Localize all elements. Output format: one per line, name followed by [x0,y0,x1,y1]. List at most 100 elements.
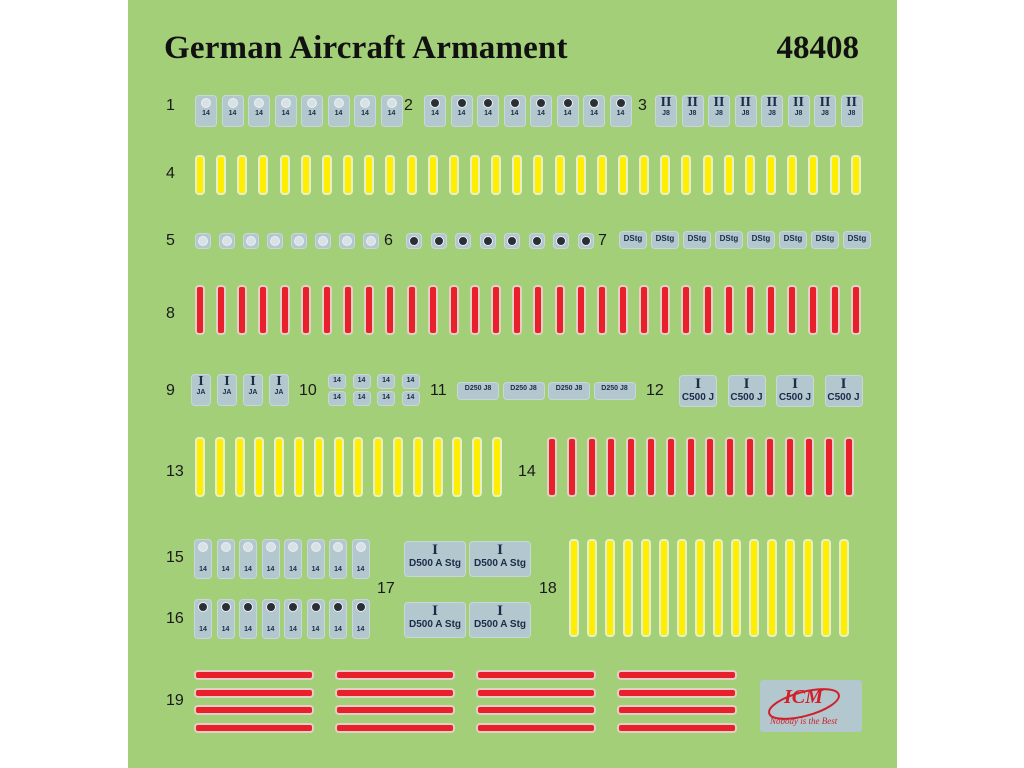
yellow-stripe-decal [661,541,667,635]
gun-marking-decal: 14 [352,600,369,638]
item-number-15: 15 [166,549,184,566]
decal-code: DStg [847,234,867,243]
bomb-marking-decal: I JA [244,375,262,405]
red-horizontal-stripe-decal [196,724,312,731]
dstg-decal: DStg [684,232,710,248]
red-stripe-decal [260,287,267,333]
decal-code: J8 [768,110,776,117]
dstg-decal: DStg [652,232,678,248]
bomb-marking-decal: I D500 A Stg [405,603,465,637]
decal-code: 14 [311,626,320,633]
decal-code: 14 [266,626,275,633]
decal-code: D500 A Stg [473,619,527,630]
decal-code: 14 [289,566,297,573]
roundel-decal [578,234,593,248]
yellow-stripe-decal [577,157,584,193]
roundel-decal [220,234,234,248]
roundel-decal [554,234,568,248]
red-stripe-decal [387,287,394,333]
roundel-decal [505,234,519,248]
yellow-stripe-decal [831,157,838,193]
red-stripe-decal [641,287,648,333]
roundel-icon [556,236,566,246]
yellow-stripe-decal [789,157,796,193]
roundel-icon [265,602,276,612]
yellow-stripe-decal [697,541,703,635]
small-code-decal: 14 [353,375,370,388]
red-horizontal-stripe-decal [478,672,594,678]
red-stripe-decal [786,439,793,495]
item-number-2: 2 [404,97,413,114]
yellow-stripe-decal [725,157,732,193]
red-stripe-decal [704,287,711,333]
roundel-icon [265,542,276,552]
roundel-icon [562,98,573,108]
item-number-4: 4 [166,165,175,182]
gun-marking-decal: 14 [285,540,301,578]
decal-code: JA [196,389,206,396]
small-code-decal: 14 [329,375,345,388]
gun-marking-decal: 14 [196,96,216,126]
gun-marking-decal: 14 [557,96,578,126]
gun-marking-decal: 14 [302,96,322,126]
red-stripe-decal [852,287,859,333]
roundel-icon [386,98,397,108]
decal-code: 14 [563,110,572,117]
yellow-stripe-decal [315,439,322,495]
yellow-stripe-decal [514,157,521,193]
bomb-marking-decal: II J8 [762,96,782,126]
decal-code: 14 [244,566,252,573]
red-stripe-decal [408,287,415,333]
decal-code: 14 [357,377,366,384]
decal-code: DStg [783,234,803,243]
gun-marking-decal: 14 [425,96,445,126]
roman-numeral: I [840,376,847,392]
yellow-stripe-decal [302,157,309,193]
red-horizontal-stripe-decal [196,689,312,696]
decal-code: 14 [590,110,598,117]
red-stripe-decal [846,439,852,495]
yellow-stripe-decal [260,157,267,193]
logo-slogan: Nobody is the Best [770,716,838,726]
bomb-marking-decal: II J8 [815,96,835,126]
item-number-8: 8 [166,305,175,322]
decal-code: 14 [333,394,341,401]
red-horizontal-stripe-decal [337,689,453,696]
roundel-decal [456,234,470,248]
roman-numeral: II [819,96,831,110]
bomb-marking-decal: II J8 [656,96,676,126]
decal-code: DStg [623,234,643,243]
red-stripe-decal [806,439,813,495]
item-number-16: 16 [166,610,184,627]
roundel-icon [615,98,626,108]
red-stripe-decal [450,287,457,333]
roundel-icon [227,98,238,108]
roundel-icon [310,602,321,612]
red-horizontal-stripe-decal [196,672,312,678]
yellow-stripe-decal [335,439,342,495]
roman-numeral: II [687,96,698,110]
roundel-icon [288,602,298,612]
bomb-marking-decal: I D500 A Stg [470,603,530,637]
bomb-marking-decal: I C500 J [825,376,862,406]
decal-sheet: German Aircraft Armament 48408 1 2 3 14 14 14… [128,0,897,768]
decal-code: J8 [847,110,856,117]
yellow-stripe-decal [493,157,500,193]
gun-marking-decal: 14 [330,600,346,638]
roundel-icon [198,236,208,246]
yellow-stripe-decal [414,439,421,495]
red-stripe-decal [239,287,246,333]
red-stripe-decal [302,287,309,333]
red-stripe-decal [628,439,635,495]
item-number-17: 17 [377,580,395,597]
roundel-decal [529,234,544,248]
gun-marking-decal: 14 [355,96,375,126]
roundel-icon [198,602,208,612]
yellow-stripe-decal [408,157,415,193]
yellow-stripe-decal [662,157,669,193]
roundel-icon [333,542,343,552]
yellow-stripe-decal [733,541,739,635]
decal-code: 14 [357,394,366,401]
decal-code: JA [274,389,284,396]
decal-code: JA [222,389,232,396]
